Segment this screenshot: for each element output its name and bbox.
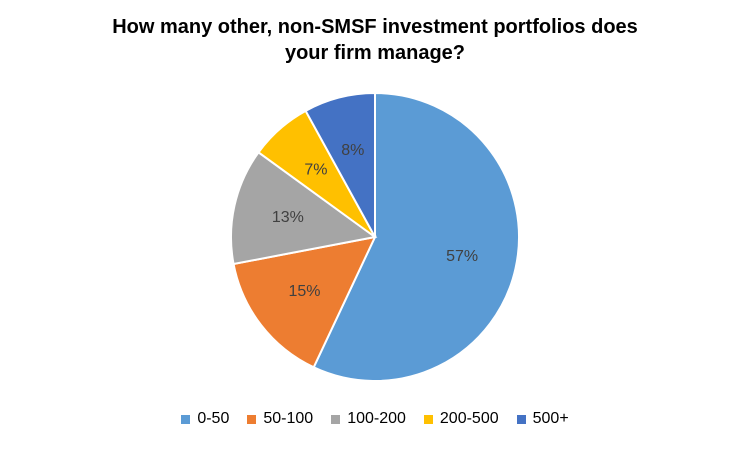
legend-swatch (331, 414, 341, 424)
legend-label: 200-500 (439, 410, 499, 427)
pie-slice-100-200 (230, 150, 378, 266)
chart-title-line-2: your firm manage? (284, 42, 466, 64)
legend-label: 0-50 (197, 410, 230, 427)
legend-item-500+: 500+ (516, 410, 569, 428)
legend-swatch (181, 414, 191, 424)
legend-label: 100-200 (347, 410, 406, 427)
pie-slices (230, 91, 520, 382)
data-label-100-200: 13% (272, 209, 304, 226)
data-label-500+: 8% (341, 142, 364, 159)
legend-swatch (247, 414, 257, 424)
chart-title: How many other, non-SMSF investment port… (0, 14, 750, 66)
legend-label: 50-100 (263, 410, 314, 427)
legend-item-50-100: 50-100 (247, 410, 313, 428)
pie-slice-500+ (304, 91, 376, 238)
data-label-200-500: 7% (304, 162, 327, 179)
pie-slice-50-100 (232, 235, 377, 369)
legend-item-0-50: 0-50 (181, 410, 229, 428)
data-label-0-50: 57% (446, 248, 478, 265)
legend-label: 500+ (532, 410, 569, 427)
legend-item-100-200: 100-200 (331, 410, 406, 428)
legend-swatch (516, 414, 526, 424)
pie-slice-0-50 (312, 91, 520, 382)
legend-swatch (423, 414, 433, 424)
legend-item-200-500: 200-500 (423, 410, 499, 428)
pie-slice-labels: 57% 15% 13% 7% 8% (272, 142, 478, 300)
data-label-50-100: 15% (288, 283, 320, 300)
chart-legend: 0-50 50-100 100-200 200-500 500+ (0, 410, 750, 428)
chart-title-line-1: How many other, non-SMSF investment port… (112, 16, 638, 38)
